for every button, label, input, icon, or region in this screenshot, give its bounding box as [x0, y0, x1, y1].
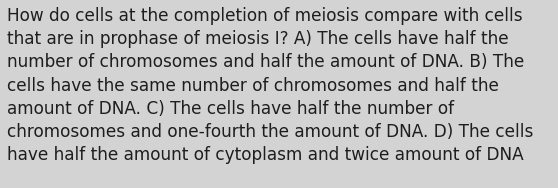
Text: How do cells at the completion of meiosis compare with cells
that are in prophas: How do cells at the completion of meiosi…: [7, 7, 533, 164]
